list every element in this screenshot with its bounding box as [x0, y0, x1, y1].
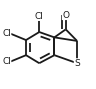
Text: O: O: [62, 11, 69, 20]
Text: Cl: Cl: [2, 57, 11, 66]
Text: Cl: Cl: [35, 11, 44, 21]
Text: S: S: [74, 59, 80, 68]
Text: Cl: Cl: [2, 29, 11, 38]
